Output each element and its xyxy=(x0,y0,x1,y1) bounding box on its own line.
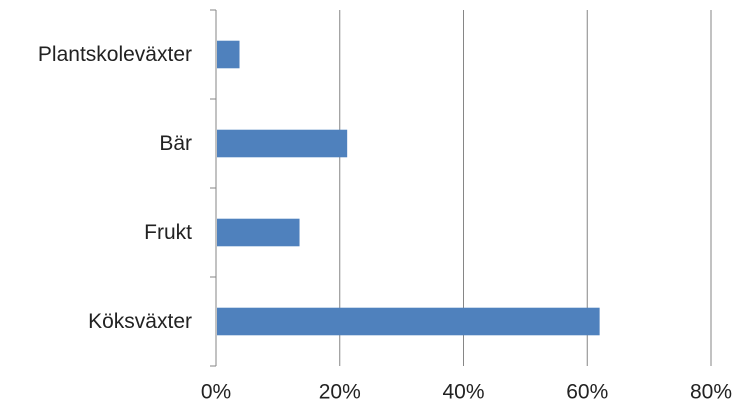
category-label: Köksväxter xyxy=(88,310,192,333)
category-label: Frukt xyxy=(144,221,192,244)
category-label: Plantskoleväxter xyxy=(38,43,192,66)
category-label: Bär xyxy=(159,132,192,155)
x-tick-label: 0% xyxy=(201,381,231,404)
x-tick-labels: 0% 20% 40% 60% 80% xyxy=(201,381,732,404)
axes xyxy=(210,9,217,367)
bar xyxy=(217,218,300,247)
x-tick-label: 60% xyxy=(566,381,608,404)
x-tick-label: 80% xyxy=(690,381,732,404)
bar xyxy=(217,307,600,336)
bars xyxy=(217,40,600,336)
bar xyxy=(217,129,348,158)
category-labels: Köksväxter Frukt Bär Plantskoleväxter xyxy=(38,43,192,333)
bar xyxy=(217,40,240,69)
gridlines xyxy=(339,10,712,366)
x-tick-label: 40% xyxy=(442,381,484,404)
x-tick-label: 20% xyxy=(319,381,361,404)
